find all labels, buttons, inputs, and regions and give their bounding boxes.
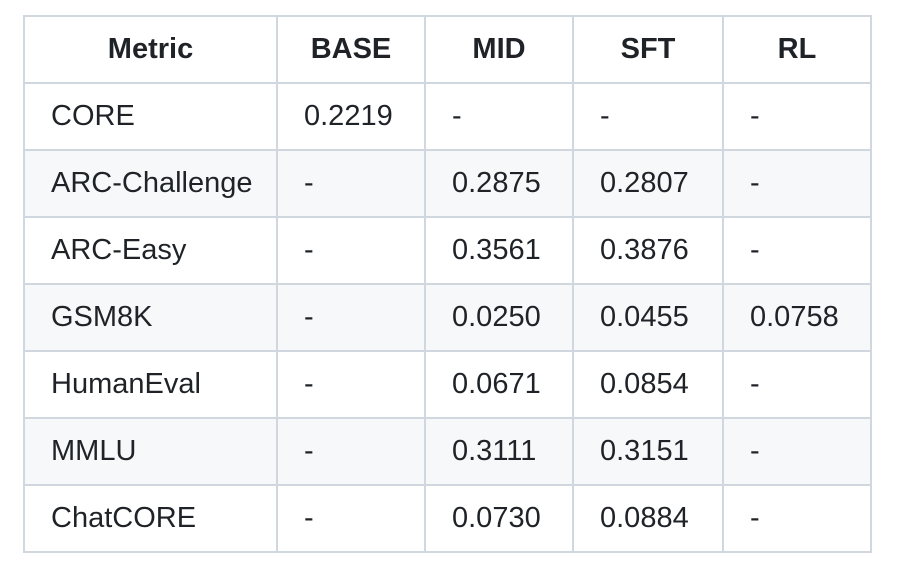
cell-value-mid: 0.3561 (424, 216, 574, 285)
column-header-rl: RL (722, 15, 872, 84)
cell-value-sft: 0.3151 (572, 417, 724, 486)
cell-value-sft: 0.3876 (572, 216, 724, 285)
cell-value-rl: - (722, 216, 872, 285)
cell-value-base: - (276, 149, 426, 218)
cell-value-sft: 0.0884 (572, 484, 724, 553)
table-header: Metric BASE MID SFT RL (23, 15, 872, 84)
cell-metric-name: GSM8K (23, 283, 278, 352)
cell-value-mid: - (424, 82, 574, 151)
cell-metric-name: ChatCORE (23, 484, 278, 553)
cell-value-base: - (276, 417, 426, 486)
cell-value-rl: 0.0758 (722, 283, 872, 352)
cell-value-rl: - (722, 350, 872, 419)
cell-value-sft: 0.2807 (572, 149, 724, 218)
cell-value-rl: - (722, 82, 872, 151)
header-row: Metric BASE MID SFT RL (23, 15, 872, 84)
table-row: CORE 0.2219 - - - (23, 82, 872, 151)
column-header-sft: SFT (572, 15, 724, 84)
cell-value-base: - (276, 484, 426, 553)
cell-value-sft: 0.0455 (572, 283, 724, 352)
cell-metric-name: ARC-Challenge (23, 149, 278, 218)
cell-value-mid: 0.0671 (424, 350, 574, 419)
table-row: ChatCORE - 0.0730 0.0884 - (23, 484, 872, 553)
cell-value-base: 0.2219 (276, 82, 426, 151)
cell-value-sft: - (572, 82, 724, 151)
table-row: ARC-Challenge - 0.2875 0.2807 - (23, 149, 872, 218)
cell-value-base: - (276, 350, 426, 419)
cell-value-mid: 0.3111 (424, 417, 574, 486)
cell-metric-name: HumanEval (23, 350, 278, 419)
cell-metric-name: CORE (23, 82, 278, 151)
table-row: MMLU - 0.3111 0.3151 - (23, 417, 872, 486)
cell-value-rl: - (722, 484, 872, 553)
cell-value-base: - (276, 216, 426, 285)
table-row: GSM8K - 0.0250 0.0455 0.0758 (23, 283, 872, 352)
cell-value-mid: 0.0250 (424, 283, 574, 352)
column-header-base: BASE (276, 15, 426, 84)
cell-value-rl: - (722, 149, 872, 218)
cell-value-base: - (276, 283, 426, 352)
table-row: HumanEval - 0.0671 0.0854 - (23, 350, 872, 419)
cell-value-mid: 0.2875 (424, 149, 574, 218)
cell-metric-name: MMLU (23, 417, 278, 486)
cell-value-rl: - (722, 417, 872, 486)
column-header-mid: MID (424, 15, 574, 84)
column-header-metric: Metric (23, 15, 278, 84)
cell-value-mid: 0.0730 (424, 484, 574, 553)
cell-value-sft: 0.0854 (572, 350, 724, 419)
table-body: CORE 0.2219 - - - ARC-Challenge - 0.2875… (23, 82, 872, 553)
cell-metric-name: ARC-Easy (23, 216, 278, 285)
table-row: ARC-Easy - 0.3561 0.3876 - (23, 216, 872, 285)
metrics-table: Metric BASE MID SFT RL CORE 0.2219 - - -… (23, 15, 872, 553)
